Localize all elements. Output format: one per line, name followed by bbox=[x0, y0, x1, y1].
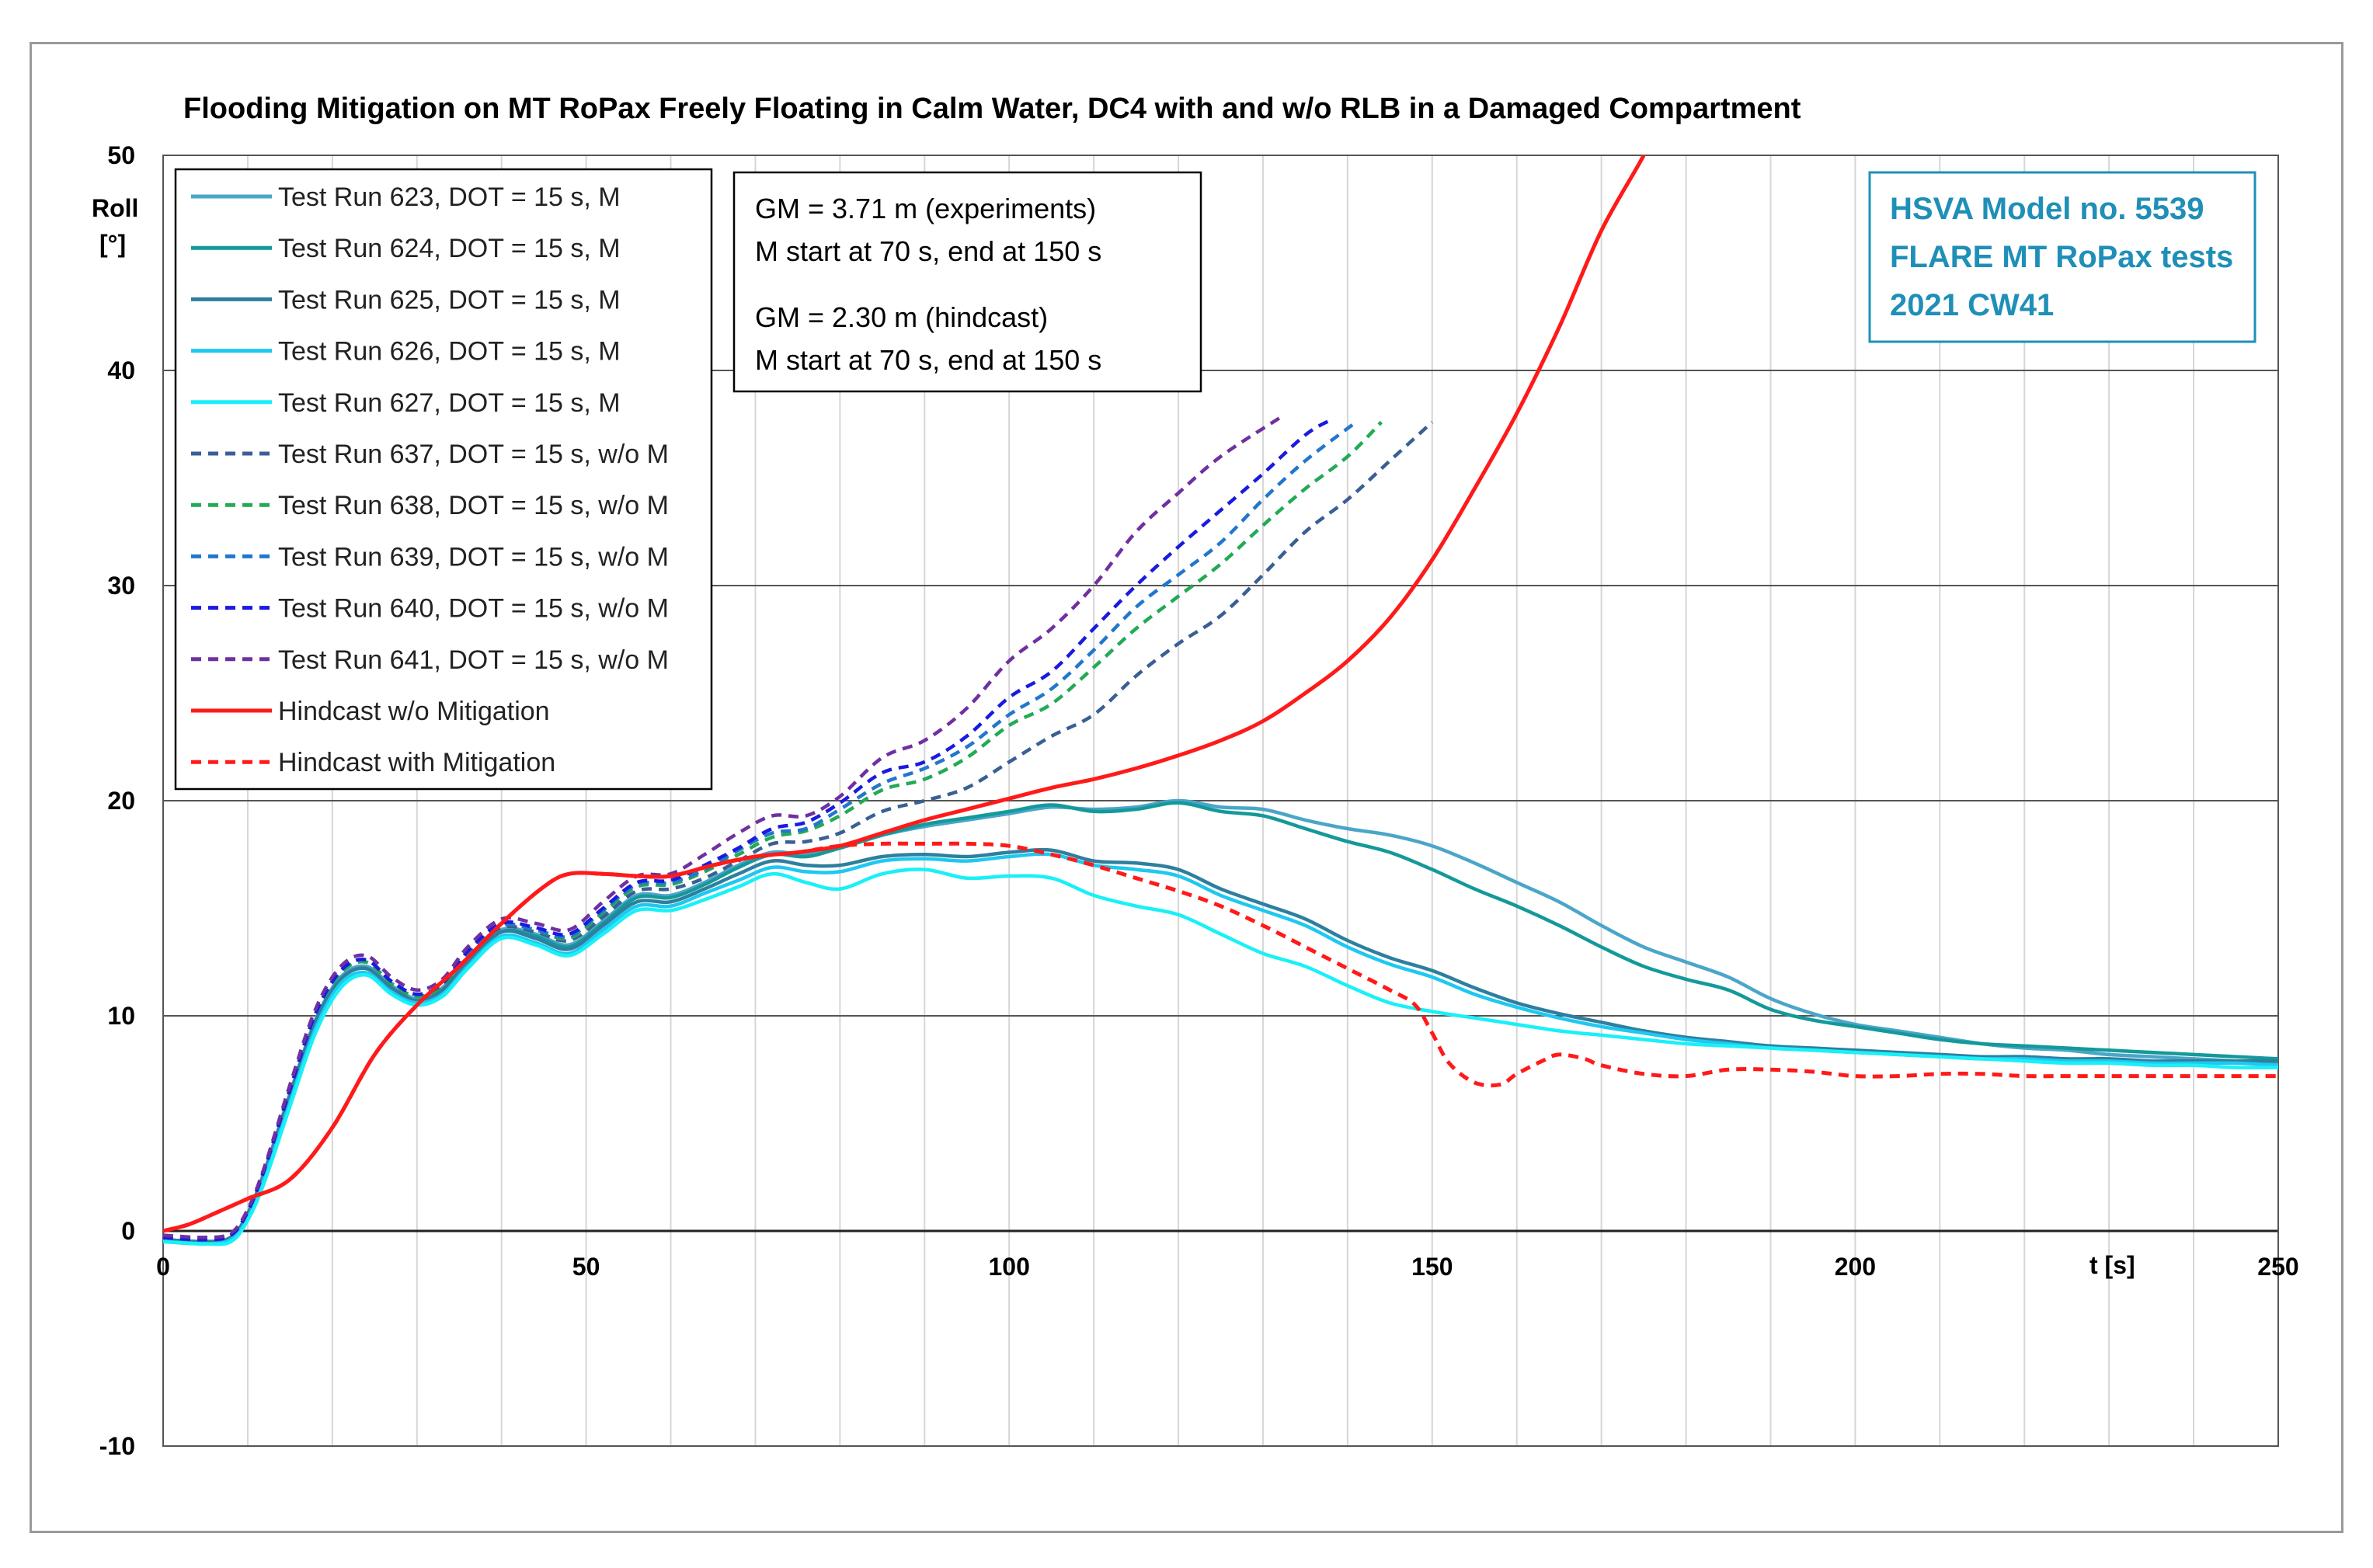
series-line-5 bbox=[163, 420, 1434, 1242]
x-tick-200: 200 bbox=[1835, 1253, 1876, 1281]
series-line-3 bbox=[163, 852, 2278, 1246]
legend-label-2: Test Run 625, DOT = 15 s, M bbox=[278, 285, 621, 315]
x-tick-250: 250 bbox=[2257, 1253, 2298, 1281]
legend-label-9: Test Run 641, DOT = 15 s, w/o M bbox=[278, 645, 669, 675]
y-tick-0: 0 bbox=[121, 1217, 135, 1245]
hsva-date: 2021 CW41 bbox=[1890, 288, 2054, 322]
chart-title: Flooding Mitigation on MT RoPax Freely F… bbox=[183, 92, 1801, 125]
hsva-box: HSVA Model no. 5539 FLARE MT RoPax tests… bbox=[1868, 171, 2256, 343]
y-tick-labels: -10 0 10 20 30 40 50 bbox=[99, 141, 135, 1460]
legend-box bbox=[174, 168, 713, 791]
y-axis-label: Roll bbox=[92, 194, 138, 222]
y-tick-30: 30 bbox=[107, 572, 135, 600]
series-line-1 bbox=[163, 801, 2278, 1244]
note-mitigation-hindcast: M start at 70 s, end at 150 s bbox=[755, 344, 1101, 376]
legend-label-5: Test Run 637, DOT = 15 s, w/o M bbox=[278, 440, 669, 469]
note-box: GM = 3.71 m (experiments) M start at 70 … bbox=[732, 171, 1202, 393]
y-tick-20: 20 bbox=[107, 787, 135, 815]
series-line-2 bbox=[163, 847, 2278, 1244]
legend-label-7: Test Run 639, DOT = 15 s, w/o M bbox=[278, 542, 669, 572]
plot-area bbox=[162, 155, 2279, 1447]
series-line-7 bbox=[163, 420, 1358, 1242]
x-tick-100: 100 bbox=[989, 1253, 1030, 1281]
legend-label-3: Test Run 626, DOT = 15 s, M bbox=[278, 337, 621, 367]
x-tick-50: 50 bbox=[572, 1253, 600, 1281]
x-axis-label: t [s] bbox=[2089, 1251, 2135, 1279]
series-line-0 bbox=[163, 798, 2278, 1244]
note-box-frame bbox=[732, 171, 1202, 393]
hsva-test-name: FLARE MT RoPax tests bbox=[1890, 240, 2233, 274]
hsva-box-frame bbox=[1868, 171, 2256, 343]
legend-label-1: Test Run 624, DOT = 15 s, M bbox=[278, 234, 621, 263]
legend-items: Test Run 623, DOT = 15 s, M Test Run 624,… bbox=[191, 183, 669, 777]
legend-label-0: Test Run 623, DOT = 15 s, M bbox=[278, 183, 621, 212]
legend-label-10: Hindcast w/o Mitigation bbox=[278, 697, 550, 726]
series-layer bbox=[163, 155, 2278, 1246]
x-tick-0: 0 bbox=[156, 1253, 170, 1281]
note-gm-hindcast: GM = 2.30 m (hindcast) bbox=[755, 301, 1048, 333]
y-tick--10: -10 bbox=[99, 1432, 135, 1460]
legend: Test Run 623, DOT = 15 s, M Test Run 624,… bbox=[174, 168, 713, 791]
series-line-9 bbox=[163, 416, 1281, 1239]
hsva-model-number: HSVA Model no. 5539 bbox=[1890, 192, 2204, 226]
y-tick-50: 50 bbox=[107, 141, 135, 169]
y-tick-40: 40 bbox=[107, 356, 135, 384]
legend-label-11: Hindcast with Mitigation bbox=[278, 748, 555, 777]
y-axis-unit: [°] bbox=[99, 230, 126, 258]
series-line-4 bbox=[163, 867, 2278, 1246]
series-line-11 bbox=[163, 841, 2278, 1233]
x-tick-labels: 0 50 100 150 200 250 bbox=[156, 1253, 2299, 1281]
x-tick-150: 150 bbox=[1411, 1253, 1453, 1281]
legend-label-6: Test Run 638, DOT = 15 s, w/o M bbox=[278, 491, 669, 520]
note-gm-experiments: GM = 3.71 m (experiments) bbox=[755, 193, 1096, 224]
legend-label-4: Test Run 627, DOT = 15 s, M bbox=[278, 388, 621, 418]
y-tick-10: 10 bbox=[107, 1002, 135, 1030]
legend-label-8: Test Run 640, DOT = 15 s, w/o M bbox=[278, 594, 669, 624]
note-mitigation-experiments: M start at 70 s, end at 150 s bbox=[755, 235, 1101, 267]
